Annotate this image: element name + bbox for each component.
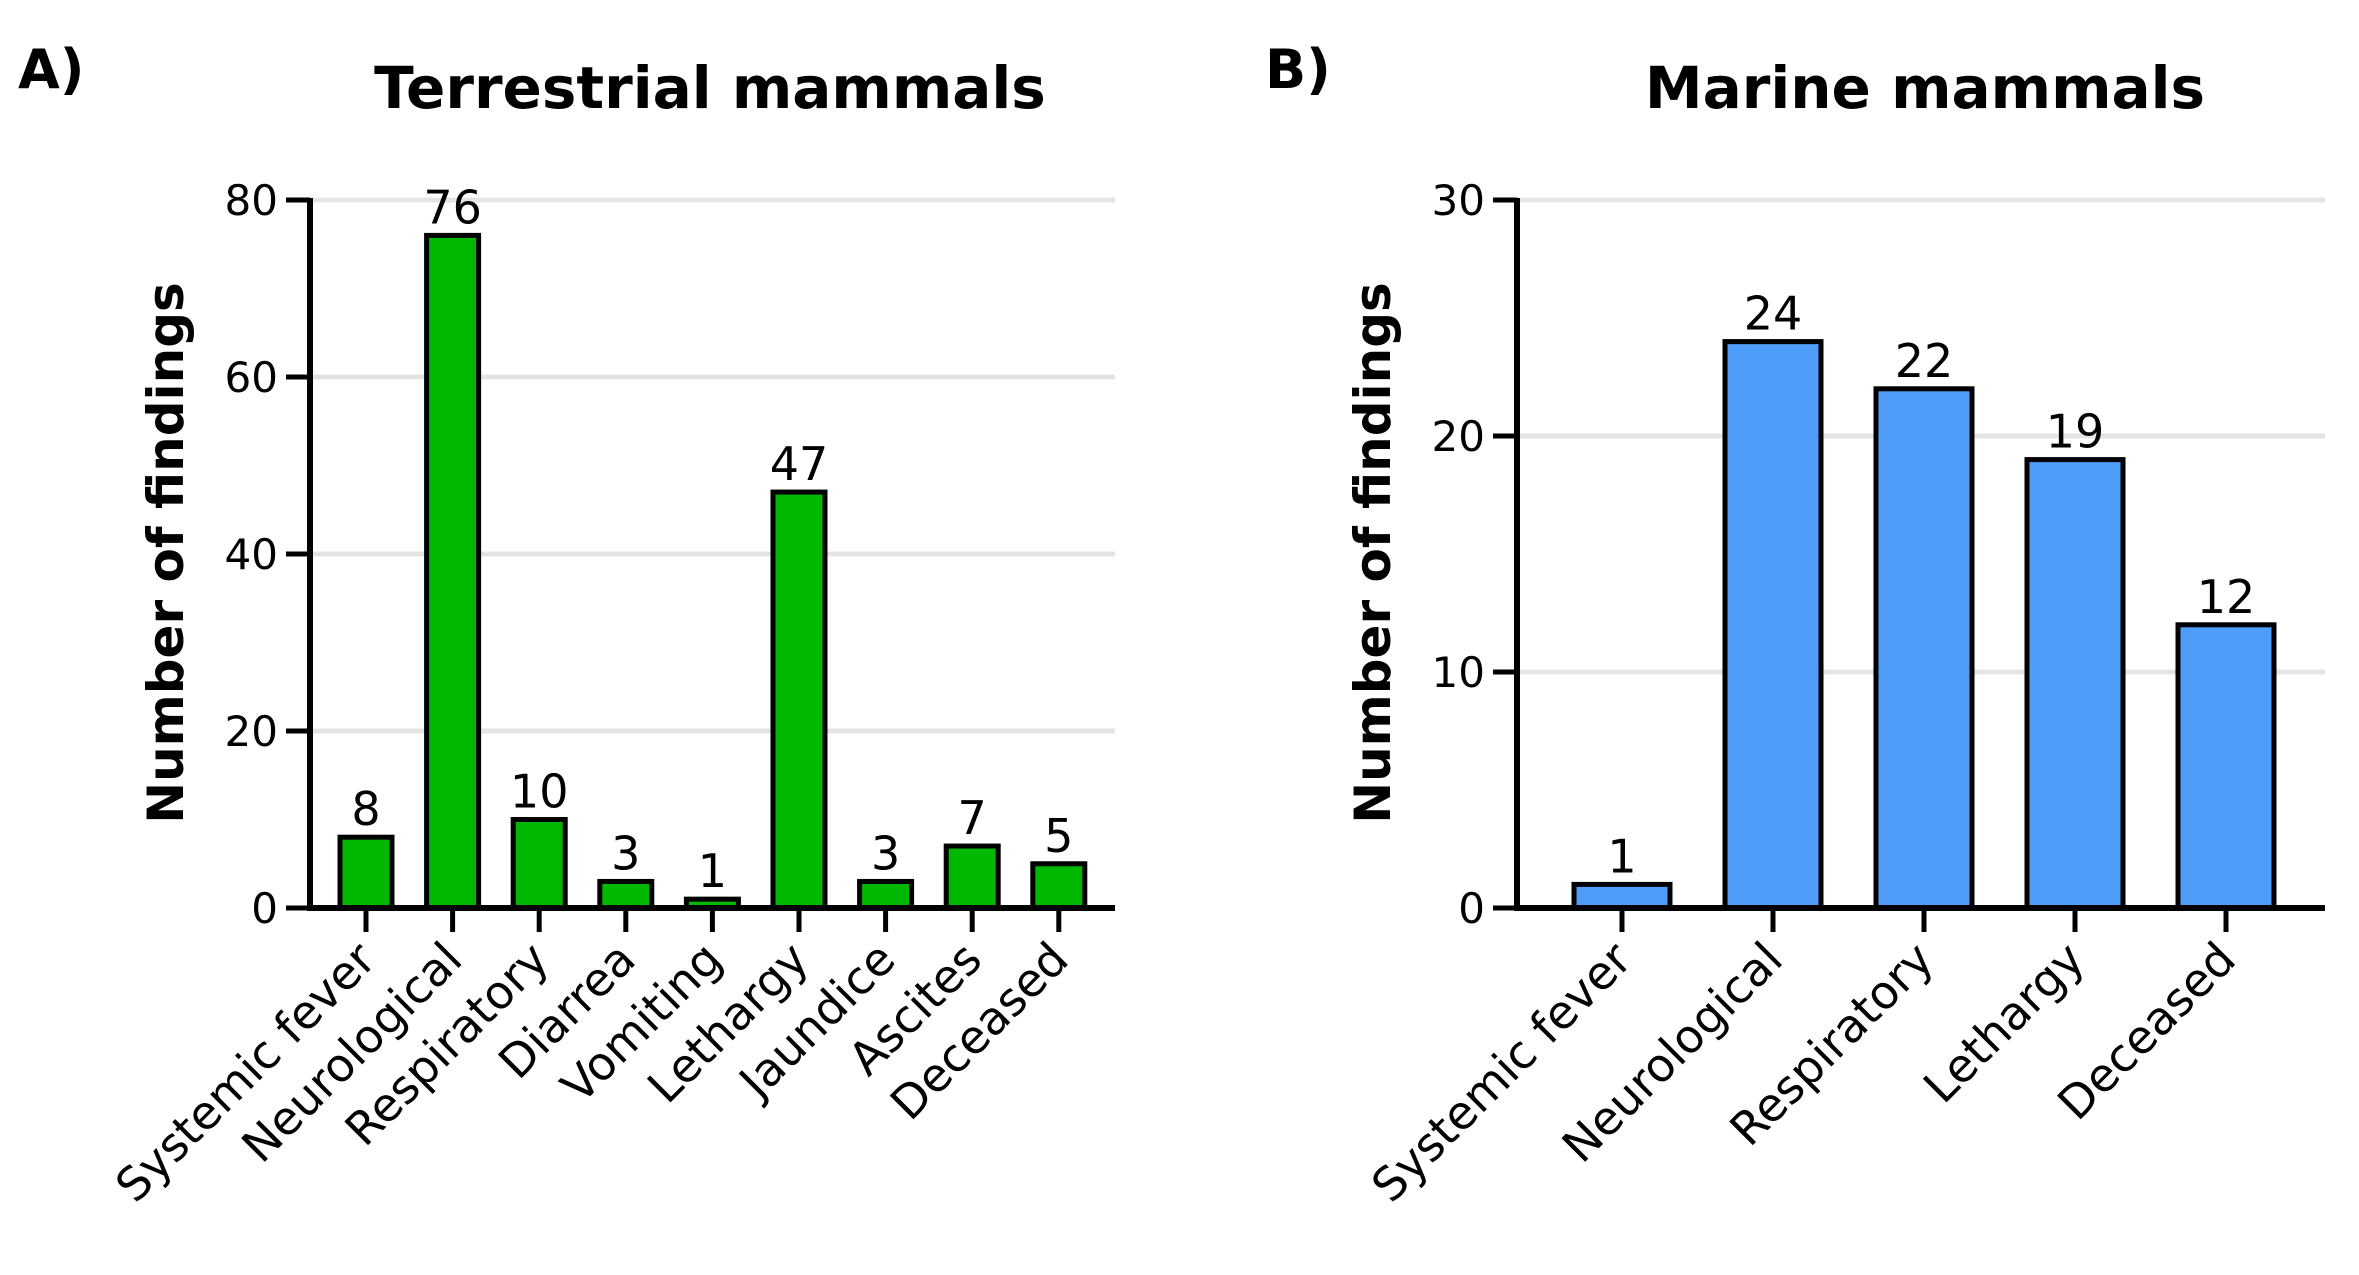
y-tick-label: 20: [225, 707, 278, 756]
y-tick-label: 10: [1432, 648, 1485, 697]
y-axis-title-a: Number of findings: [137, 282, 195, 824]
y-tick-label: 30: [1432, 176, 1485, 225]
data-label: 24: [1744, 287, 1803, 341]
y-tick-label: 0: [1458, 884, 1485, 933]
bar: [1722, 339, 1824, 911]
bar: [1571, 881, 1673, 911]
x-tick-label: Systemic fever: [1361, 932, 1642, 1213]
chart-title-b: Marine mammals: [1645, 54, 2205, 122]
data-label: 76: [423, 180, 482, 234]
chart-terrestrial-mammals: A) Terrestrial mammals Number of finding…: [18, 38, 1115, 1212]
bar: [943, 843, 1001, 911]
bar: [337, 834, 395, 911]
bar: [1873, 386, 1975, 911]
data-labels-a: 8 76 10 3 1 47 3 7 5: [351, 180, 1073, 898]
data-label: 3: [611, 826, 640, 880]
y-tick-label: 60: [225, 353, 278, 402]
x-ticks-b: Systemic feverNeurologicalRespiratoryLet…: [1361, 908, 2246, 1212]
bar: [424, 232, 482, 911]
data-label: 12: [2197, 570, 2256, 624]
data-labels-b: 1 24 22 19 12: [1607, 287, 2255, 884]
bar: [510, 817, 568, 911]
bar: [1030, 861, 1088, 911]
y-tick-label: 80: [225, 176, 278, 225]
y-axis-title-b: Number of findings: [1344, 282, 1402, 824]
bars-b: [1571, 339, 2277, 911]
data-label: 19: [2046, 405, 2105, 459]
data-label: 8: [351, 782, 380, 836]
data-label: 47: [770, 437, 829, 491]
data-label: 10: [510, 765, 569, 819]
axes-b: [1514, 198, 2325, 911]
y-tick-label: 20: [1432, 412, 1485, 461]
data-label: 7: [958, 791, 987, 845]
data-label: 1: [1607, 829, 1636, 883]
panel-letter-a: A): [18, 38, 84, 101]
bar: [2024, 457, 2126, 911]
y-ticks-b: 0 10 20 30: [1432, 176, 1517, 933]
chart-marine-mammals: B) Marine mammals Number of findings 010…: [1265, 38, 2325, 1212]
chart-title-a: Terrestrial mammals: [374, 54, 1046, 122]
x-ticks-a: Systemic feverNeurologicalRespiratoryDia…: [105, 908, 1079, 1212]
bar: [857, 878, 915, 911]
bar: [597, 878, 655, 911]
y-tick-label: 40: [225, 530, 278, 579]
data-label: 22: [1895, 334, 1954, 388]
data-label: 1: [698, 844, 727, 898]
bar: [770, 489, 828, 911]
y-ticks-a: 0 20 40 60 80: [225, 176, 310, 933]
data-label: 3: [871, 826, 900, 880]
data-label: 5: [1044, 809, 1073, 863]
panel-letter-b: B): [1265, 38, 1331, 101]
bar: [2175, 622, 2277, 911]
y-tick-label: 0: [251, 884, 278, 933]
